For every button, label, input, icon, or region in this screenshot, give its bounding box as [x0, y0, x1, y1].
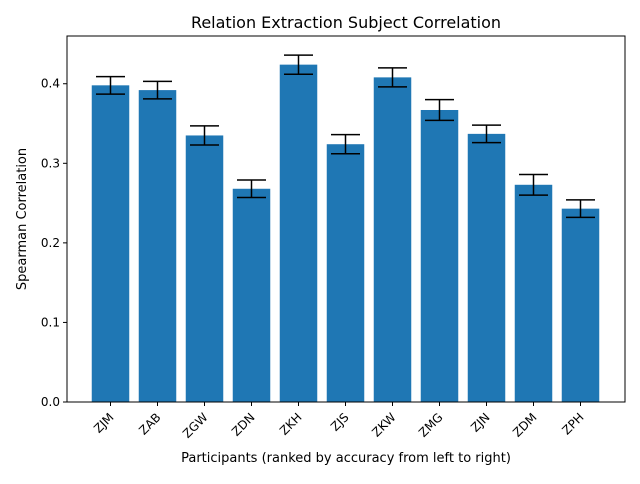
bar-zjs: [326, 144, 365, 403]
bar-zkh: [279, 64, 318, 402]
bar-zkw: [373, 77, 412, 403]
bar-zdn: [232, 188, 271, 402]
bar-zmg: [420, 109, 459, 402]
x-axis-label: Participants (ranked by accuracy from le…: [181, 451, 511, 466]
bar-zdm: [514, 184, 553, 402]
y-tick-label: 0.1: [41, 315, 60, 329]
y-tick-label: 0.4: [41, 77, 60, 91]
bar-zph: [561, 208, 600, 402]
error-bars-group: [96, 54, 595, 219]
y-tick-label: 0.2: [41, 236, 60, 250]
bar-zjn: [467, 133, 506, 402]
bar-zgw: [185, 135, 224, 402]
plot-frame: [66, 35, 626, 403]
y-tick-label: 0.3: [41, 156, 60, 170]
bars-group: [91, 64, 600, 403]
chart-title: Relation Extraction Subject Correlation: [191, 13, 501, 32]
y-axis-label: Spearman Correlation: [15, 148, 30, 290]
bar-zjm: [91, 85, 130, 402]
y-axis: 0.0 0.1 0.2 0.3 0.4: [41, 77, 67, 409]
bar-zab: [138, 90, 177, 403]
y-tick-label: 0.0: [41, 395, 60, 409]
